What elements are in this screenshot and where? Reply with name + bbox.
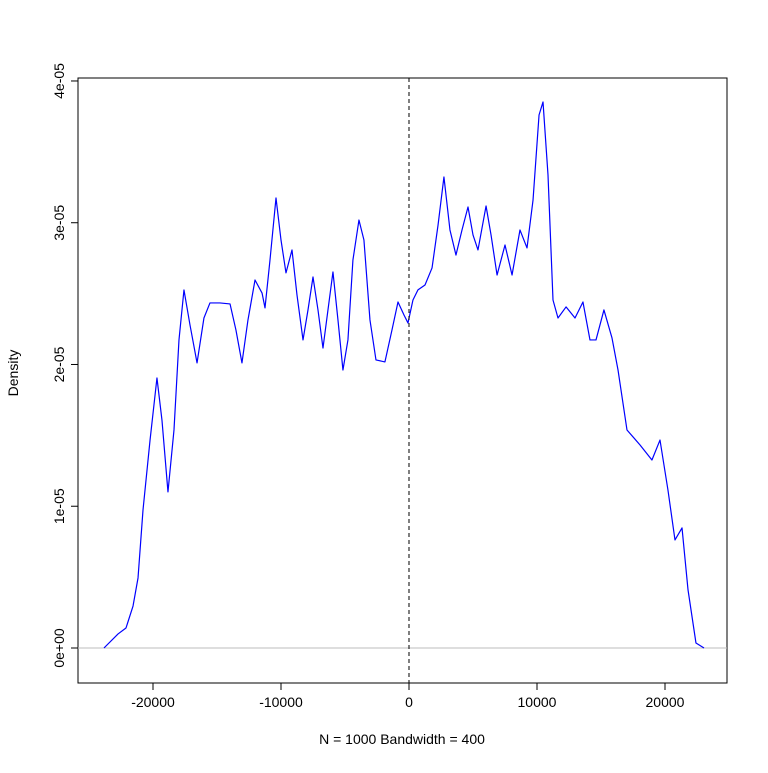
y-tick-label: 4e-05 <box>51 63 67 99</box>
x-axis-label: N = 1000 Bandwidth = 400 <box>319 731 485 747</box>
y-tick-label: 0e+00 <box>51 628 67 668</box>
x-tick-label: 20000 <box>646 694 685 710</box>
x-tick-label: 0 <box>405 694 413 710</box>
y-tick-label: 3e-05 <box>51 205 67 241</box>
density-line <box>103 101 705 649</box>
x-tick-label: -20000 <box>131 694 175 710</box>
plot-frame <box>77 77 728 684</box>
y-tick-label: 2e-05 <box>51 346 67 382</box>
x-tick-label: 10000 <box>518 694 557 710</box>
y-tick-label: 1e-05 <box>51 488 67 524</box>
x-tick-label: -10000 <box>259 694 303 710</box>
y-axis-label: Density <box>5 350 21 397</box>
